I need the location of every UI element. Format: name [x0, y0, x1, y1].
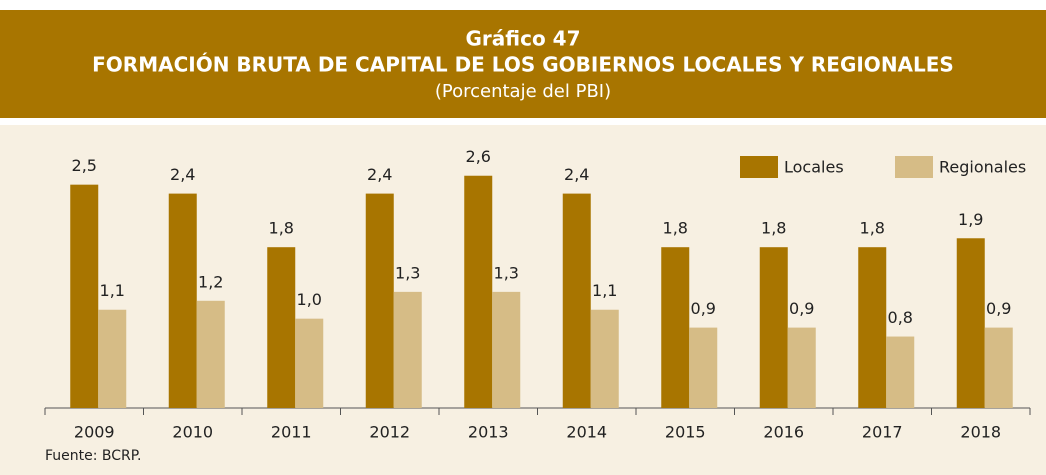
- legend-label: Locales: [784, 158, 844, 177]
- bar: [858, 247, 887, 408]
- value-label: 1,9: [958, 210, 983, 229]
- bar: [956, 238, 985, 408]
- bar: [168, 193, 197, 408]
- x-tick-label: 2016: [763, 423, 804, 442]
- value-label: 1,1: [100, 281, 125, 300]
- value-label: 2,5: [72, 156, 97, 175]
- bar: [984, 327, 1013, 408]
- source: Fuente: BCRP.: [45, 448, 142, 464]
- bar: [759, 247, 788, 408]
- bar: [267, 247, 296, 408]
- chart-title: Gráfico 47: [466, 27, 581, 51]
- bar: [492, 291, 521, 408]
- bar: [365, 193, 394, 408]
- value-label: 2,4: [170, 165, 195, 184]
- value-label: 2,4: [367, 165, 392, 184]
- value-label: 1,8: [663, 219, 688, 238]
- bar: [689, 327, 718, 408]
- value-label: 0,9: [789, 299, 814, 318]
- value-label: 1,0: [297, 290, 322, 309]
- header-band: [0, 10, 1046, 118]
- value-label: 0,9: [691, 299, 716, 318]
- bar: [98, 309, 127, 408]
- bar: [661, 247, 690, 408]
- x-tick-label: 2014: [566, 423, 607, 442]
- bar: [590, 309, 619, 408]
- legend-swatch: [895, 156, 933, 178]
- x-tick-label: 2015: [665, 423, 706, 442]
- value-label: 1,2: [198, 272, 223, 291]
- x-tick-label: 2011: [271, 423, 312, 442]
- value-label: 2,6: [466, 147, 491, 166]
- value-label: 0,8: [888, 308, 913, 327]
- legend-label: Regionales: [939, 158, 1026, 177]
- value-label: 1,3: [395, 263, 420, 282]
- value-label: 1,8: [860, 219, 885, 238]
- x-tick-label: 2017: [862, 423, 903, 442]
- bar: [393, 291, 422, 408]
- x-tick-label: 2010: [172, 423, 213, 442]
- value-label: 1,8: [269, 219, 294, 238]
- unit-note: (Porcentaje del PBI): [435, 81, 611, 102]
- legend-swatch: [740, 156, 778, 178]
- x-tick-label: 2012: [369, 423, 410, 442]
- chart-subtitle: FORMACIÓN BRUTA DE CAPITAL DE LOS GOBIER…: [92, 53, 954, 77]
- bar: [464, 175, 493, 408]
- bar: [787, 327, 816, 408]
- value-label: 2,4: [564, 165, 589, 184]
- bar: [886, 336, 915, 408]
- x-tick-label: 2009: [74, 423, 115, 442]
- value-label: 1,3: [494, 263, 519, 282]
- bar: [196, 300, 225, 408]
- value-label: 1,1: [592, 281, 617, 300]
- x-tick-label: 2018: [960, 423, 1001, 442]
- x-tick-label: 2013: [468, 423, 509, 442]
- bar: [295, 318, 324, 408]
- bar: [562, 193, 591, 408]
- value-label: 1,8: [761, 219, 786, 238]
- value-label: 0,9: [986, 299, 1011, 318]
- bar: [70, 184, 99, 408]
